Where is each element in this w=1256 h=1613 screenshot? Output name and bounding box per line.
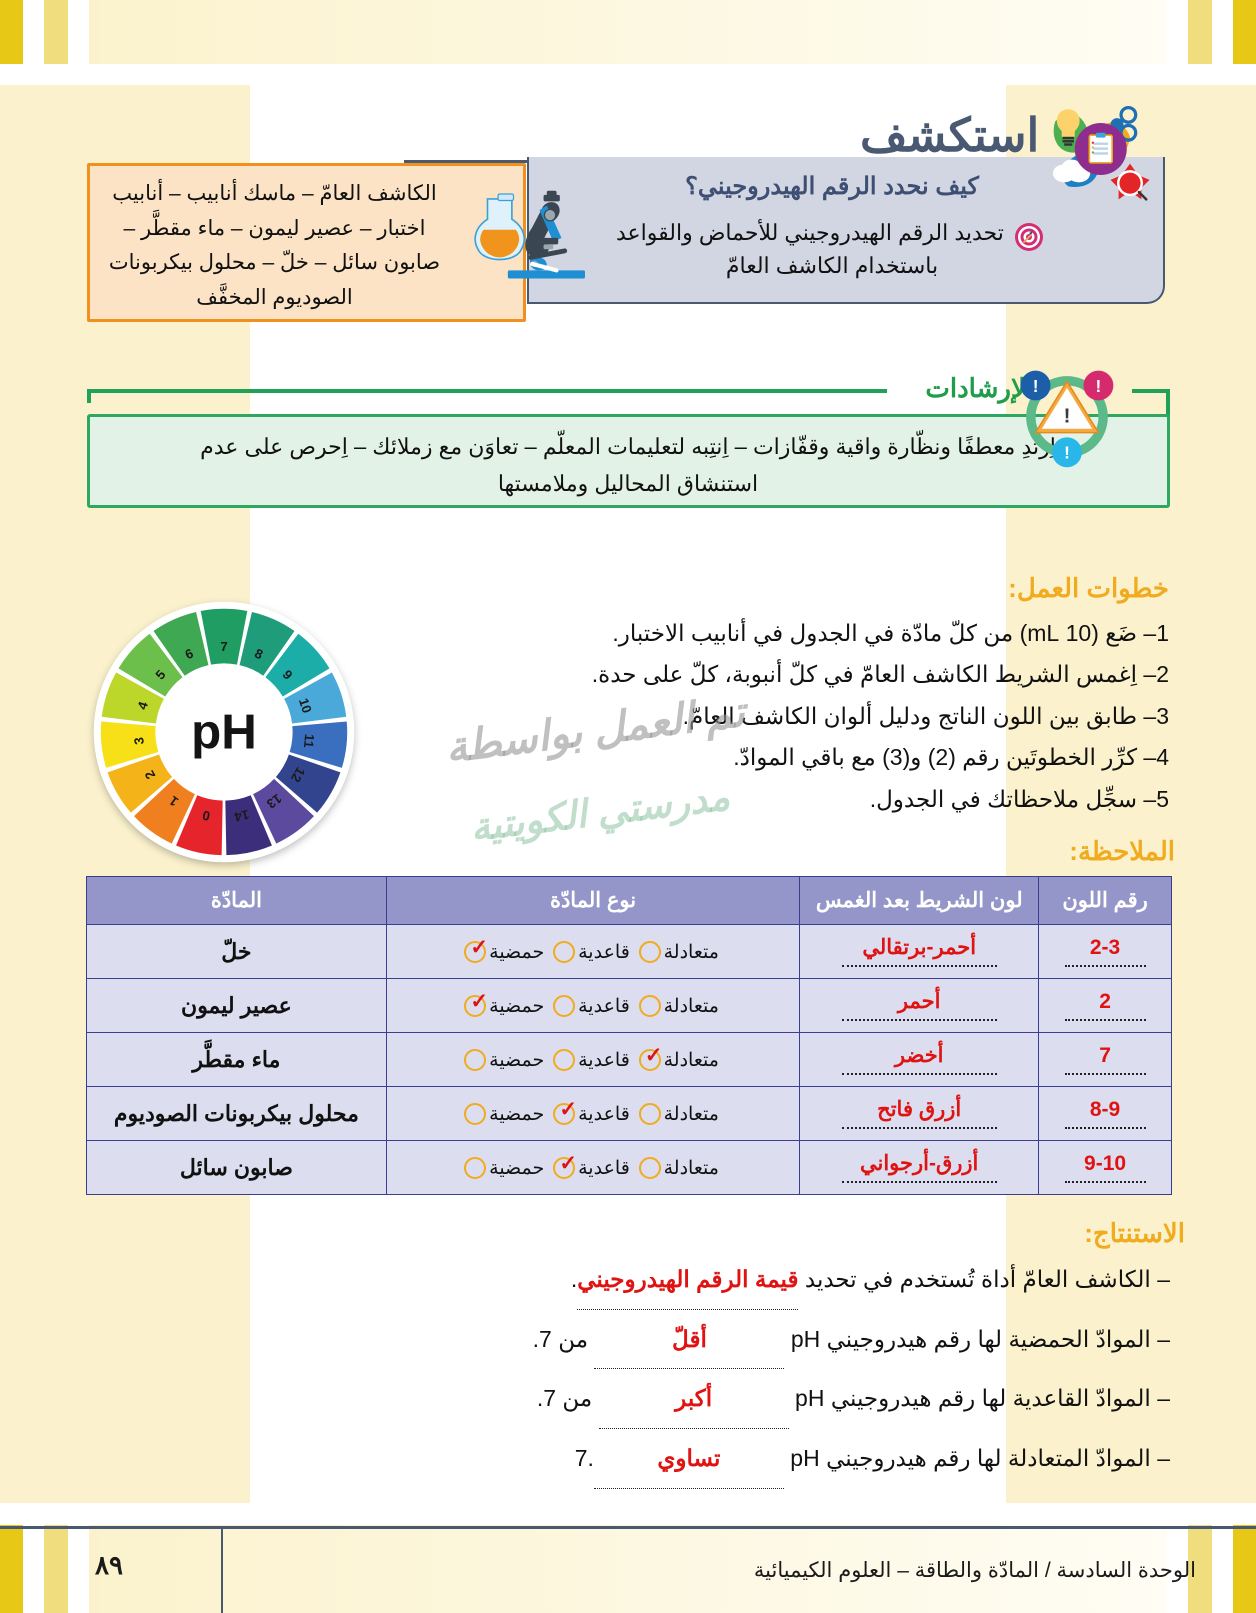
svg-text:11: 11 <box>301 733 317 748</box>
svg-text:7: 7 <box>220 639 227 654</box>
svg-text:!: ! <box>1064 443 1070 463</box>
svg-text:pH: pH <box>191 705 257 760</box>
svg-text:!: ! <box>1064 405 1071 427</box>
svg-text:3: 3 <box>131 736 147 745</box>
svg-text:!: ! <box>1033 376 1039 396</box>
svg-text:!: ! <box>1096 376 1102 396</box>
